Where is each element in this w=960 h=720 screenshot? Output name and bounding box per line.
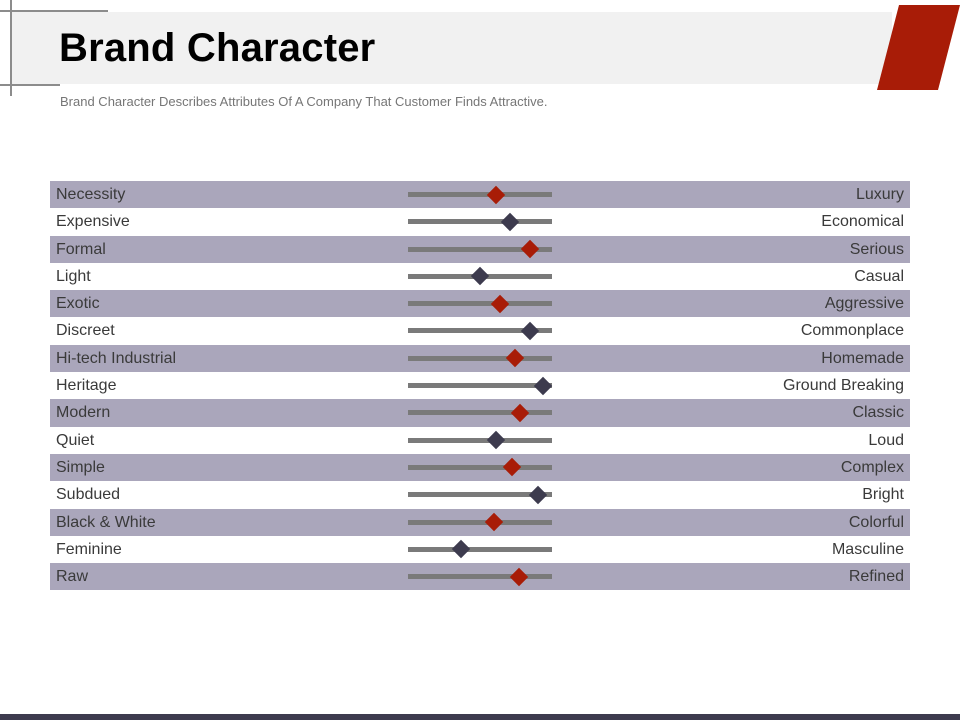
- slider-marker: [511, 403, 530, 423]
- slider-track: [408, 301, 552, 307]
- scale-row: Necessity Luxury: [50, 181, 910, 209]
- left-attribute-label: Subdued: [56, 486, 121, 504]
- left-attribute-label: Feminine: [56, 540, 122, 558]
- left-attribute-label: Exotic: [56, 295, 100, 313]
- left-attribute-label: Light: [56, 267, 91, 285]
- scale-row: Modern Classic: [50, 399, 910, 427]
- left-attribute-label: Quiet: [56, 431, 95, 449]
- scale-row: Raw Refined: [50, 563, 910, 591]
- slider-track: [408, 410, 552, 416]
- scale-row: Discreet Commonplace: [50, 317, 910, 344]
- left-attribute-label: Modern: [56, 404, 111, 422]
- right-attribute-label: Classic: [852, 404, 904, 422]
- page-title: Brand Character: [59, 26, 376, 70]
- left-attribute-label: Discreet: [56, 322, 115, 340]
- slider-marker: [485, 512, 504, 532]
- corner-line-vertical: [10, 0, 12, 96]
- scale-row: Quiet Loud: [50, 427, 910, 454]
- right-attribute-label: Refined: [848, 568, 904, 586]
- scale-row: Light Casual: [50, 263, 910, 290]
- right-attribute-label: Colorful: [848, 513, 904, 531]
- slider-marker: [521, 239, 540, 259]
- slider-track: [408, 574, 552, 580]
- slider-track: [408, 328, 552, 334]
- slider-track: [408, 464, 552, 470]
- right-attribute-label: Aggressive: [824, 295, 904, 313]
- left-attribute-label: Black & White: [56, 513, 156, 531]
- scale-row: Expensive Economical: [50, 208, 910, 235]
- right-attribute-label: Luxury: [855, 186, 904, 203]
- left-attribute-label: Expensive: [56, 213, 130, 231]
- left-attribute-label: Simple: [56, 458, 105, 476]
- slider-track: [408, 519, 552, 525]
- slider-marker: [490, 294, 510, 313]
- scale-row: Subdued Bright: [50, 481, 910, 508]
- right-attribute-label: Masculine: [831, 540, 904, 558]
- right-attribute-label: Economical: [821, 213, 904, 231]
- corner-line-top: [0, 10, 108, 12]
- slider-track: [408, 546, 552, 552]
- right-attribute-label: Commonplace: [800, 322, 904, 340]
- slider-track: [408, 383, 552, 389]
- page-subtitle: Brand Character Describes Attributes Of …: [60, 94, 548, 109]
- scale-row: Black & White Colorful: [50, 508, 910, 536]
- right-attribute-label: Casual: [854, 267, 904, 285]
- left-attribute-label: Hi-tech Industrial: [56, 349, 177, 367]
- slider-marker: [509, 567, 529, 586]
- slider-track: [408, 192, 552, 197]
- slider-track: [408, 355, 552, 361]
- slider-marker: [521, 321, 540, 341]
- slider-track: [408, 492, 552, 498]
- slider-marker: [502, 458, 521, 477]
- left-attribute-label: Raw: [56, 568, 89, 586]
- slider-marker: [452, 540, 471, 559]
- slider-track: [408, 246, 552, 252]
- scale-row: Simple Complex: [50, 453, 910, 482]
- scale-row: Heritage Ground Breaking: [50, 372, 910, 399]
- slider-marker: [486, 430, 506, 450]
- slider-marker: [486, 185, 506, 204]
- left-attribute-label: Necessity: [56, 186, 126, 203]
- scale-row: Formal Serious: [50, 235, 910, 263]
- title-band: [12, 12, 892, 84]
- corner-line-bottom: [0, 84, 60, 86]
- slider-marker: [534, 376, 553, 395]
- right-attribute-label: Bright: [862, 486, 904, 504]
- slider-marker: [528, 485, 547, 504]
- scale-row: Feminine Masculine: [50, 536, 910, 563]
- left-attribute-label: Heritage: [56, 377, 117, 395]
- brand-character-scale: Necessity Luxury Expensive Economical Formal…: [50, 181, 910, 591]
- slider-marker: [470, 267, 490, 286]
- slider-marker: [505, 349, 524, 368]
- right-attribute-label: Loud: [868, 431, 904, 449]
- right-attribute-label: Homemade: [821, 349, 904, 367]
- right-attribute-label: Serious: [849, 240, 904, 258]
- right-attribute-label: Complex: [840, 458, 904, 476]
- scale-row: Exotic Aggressive: [50, 290, 910, 318]
- slider-track: [408, 219, 552, 225]
- scale-row: Hi-tech Industrial Homemade: [50, 344, 910, 373]
- slider-track: [408, 437, 552, 443]
- footer-bar: [0, 714, 960, 720]
- left-attribute-label: Formal: [56, 240, 106, 258]
- slider-marker: [501, 212, 520, 231]
- right-attribute-label: Ground Breaking: [783, 377, 904, 395]
